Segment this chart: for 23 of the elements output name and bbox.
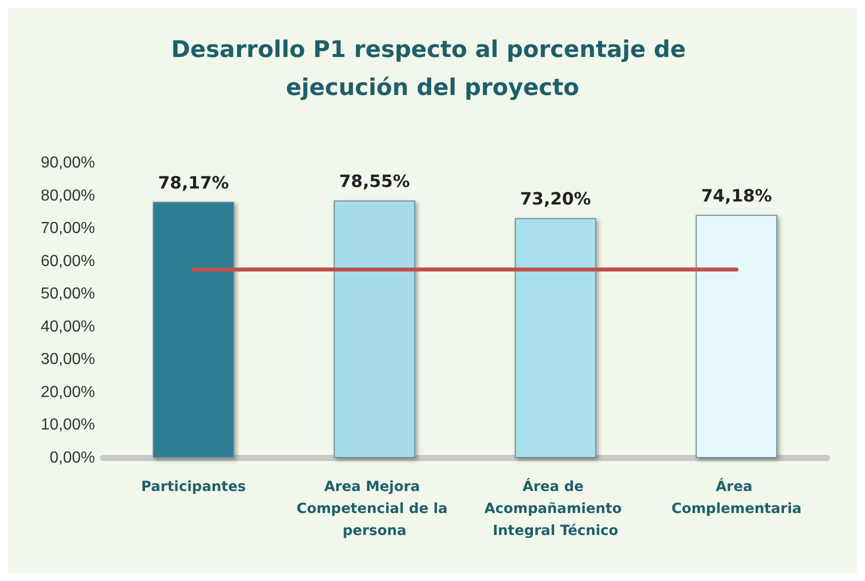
y-tick-label: 40,00%	[40, 318, 95, 336]
y-tick-label: 90,00%	[40, 154, 95, 172]
y-tick-label: 80,00%	[40, 187, 95, 204]
x-tick-label: Área de Acompañamiento Integral Técnico	[484, 478, 627, 539]
y-tick-label: 30,00%	[40, 351, 95, 368]
x-tick-label: Participantes	[141, 479, 246, 495]
bar	[514, 218, 596, 458]
y-tick-label: 0,00%	[50, 450, 95, 466]
data-label: 78,55%	[339, 172, 410, 192]
x-tick-label: Area Mejora Competencial de la persona	[296, 479, 452, 539]
data-label: 73,20%	[520, 190, 591, 210]
chart-title: Desarrollo P1 respecto al porcentaje de ejecución del proyecto	[171, 37, 694, 101]
data-label: 74,18%	[701, 186, 772, 206]
y-tick-label: 50,00%	[40, 286, 95, 303]
data-label: 78,17%	[158, 173, 229, 194]
y-tick-label: 10,00%	[40, 416, 95, 434]
y-tick-label: 60,00%	[40, 252, 95, 270]
y-tick-label: 70,00%	[40, 220, 95, 238]
bar	[696, 214, 778, 458]
bar	[152, 202, 234, 458]
x-tick-label: Área Complementaria	[671, 478, 802, 517]
bar	[334, 200, 416, 458]
y-tick-label: 20,00%	[40, 384, 95, 401]
